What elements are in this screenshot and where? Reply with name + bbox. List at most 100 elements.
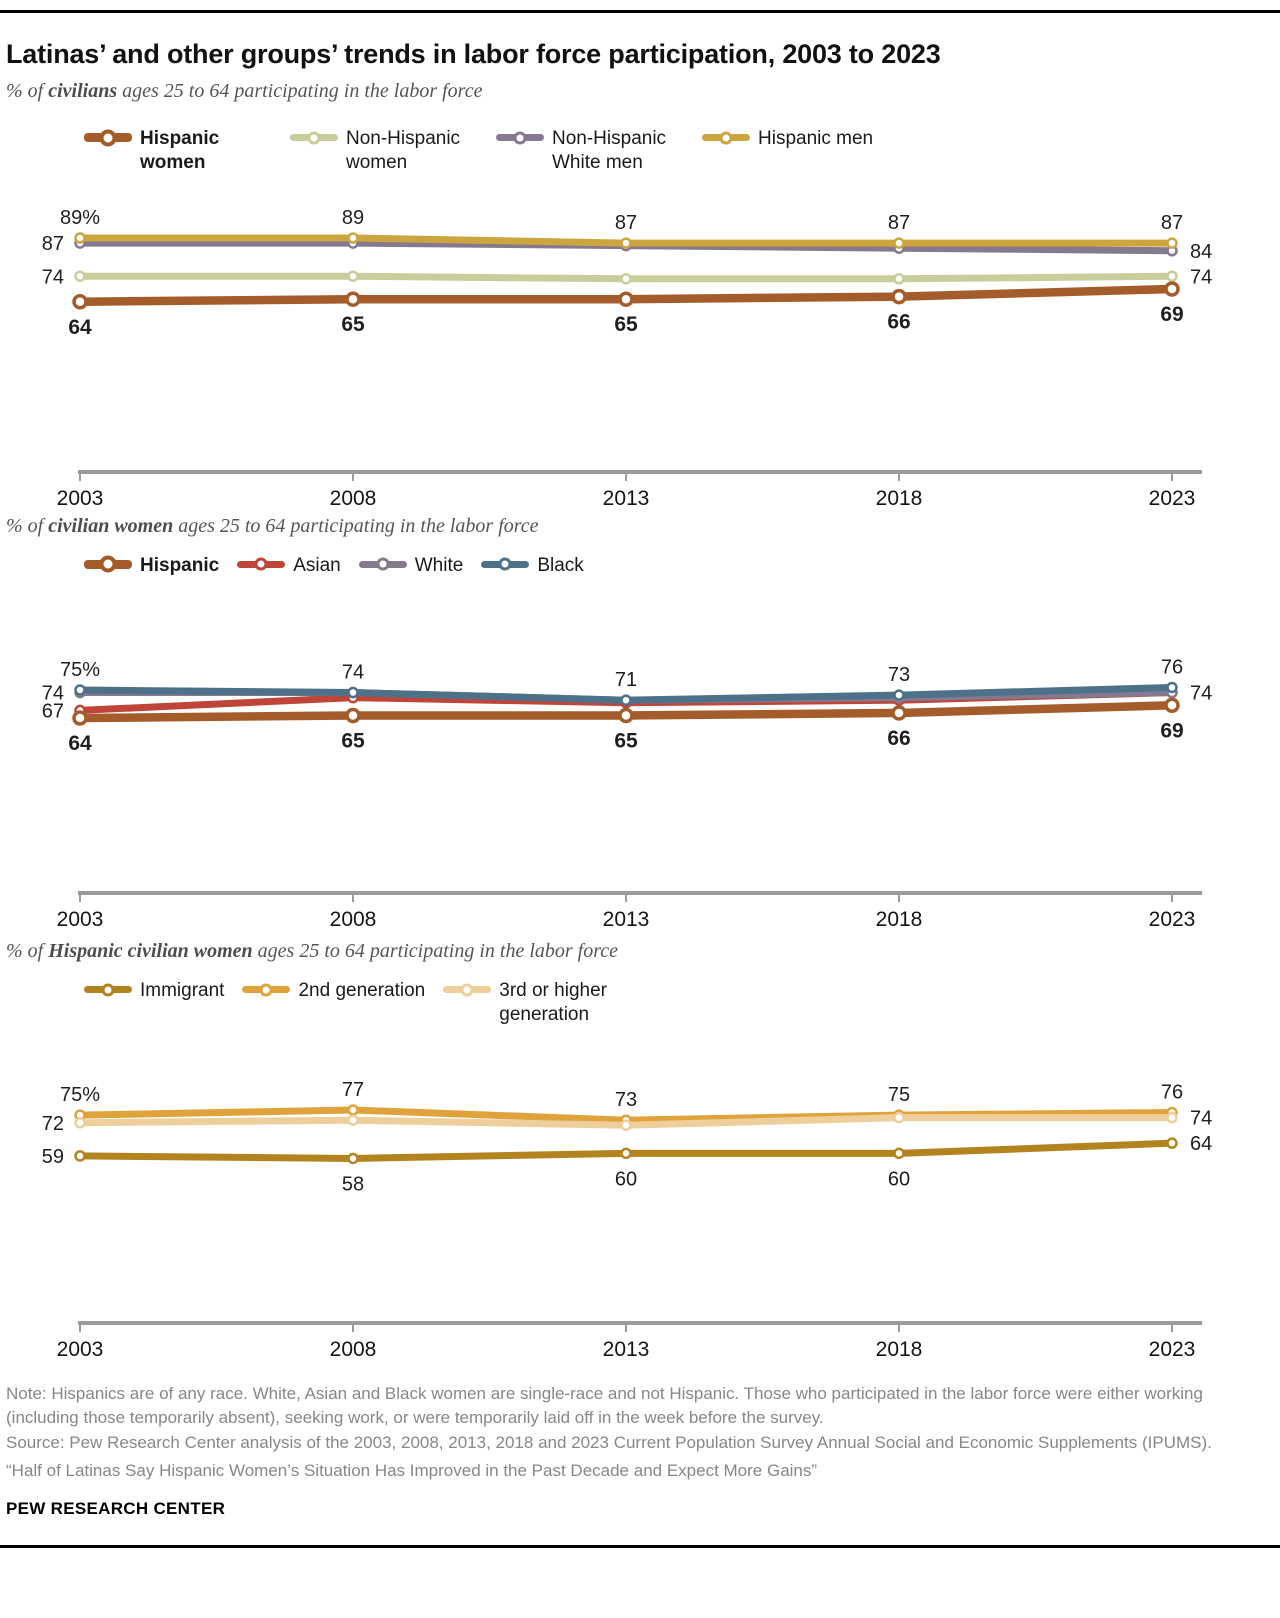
legend-dot-icon [376,557,390,571]
series-immigrant: 59 58 60 60 64 [42,1133,1213,1195]
subtitle-bold: civilians [48,80,118,103]
data-point-label: 76 [1161,1081,1183,1103]
data-point [347,1104,359,1116]
data-point-label: 65 [341,313,365,336]
data-point-label: 89 [342,207,364,229]
data-point-label: 75% [60,1084,100,1106]
legend-label: Non-Hispanic White men [552,128,667,173]
data-point [347,270,359,282]
data-point [891,288,907,304]
data-point [620,694,632,707]
data-point-label: 71 [615,669,637,691]
data-point [620,1119,632,1131]
legend-label: Hispanic [140,554,220,576]
x-tick-label: 2013 [603,487,650,510]
data-point [74,231,86,244]
data-point [347,1152,359,1164]
data-point [893,1147,905,1159]
x-tick-label: 2018 [876,908,923,931]
data-point-label: 73 [615,1089,637,1111]
legend-line-marker-icon [443,983,492,997]
x-tick-label: 2008 [330,1338,377,1361]
data-point [74,684,86,697]
page-title: Latinas’ and other groups’ trends in lab… [6,39,941,69]
data-point [74,1149,86,1162]
legend-item: Hispanic men [702,127,873,151]
x-tick-label: 2013 [603,1338,650,1361]
data-point-label: 84 [1190,240,1212,262]
legend-item: White [358,554,463,578]
data-point-label: 66 [887,310,910,333]
data-point-label: 87 [1161,212,1183,234]
legend-dot-icon [513,131,527,145]
legend-line-marker-icon [237,557,286,571]
data-point [1166,1111,1178,1124]
legend-dot-icon [307,131,321,145]
subtitle-prefix: % of [6,940,49,963]
legend-civilian-women: Hispanic Asian White Black [0,554,1280,578]
x-tick-label: 2018 [876,487,923,510]
legend-hispanic-women: Immigrant 2nd generation 3rd or higher gen… [0,979,1280,1027]
legend-dot-icon [254,557,268,571]
subtitle-suffix: ages 25 to 64 participating in the labor… [117,80,483,103]
legend-dot-icon [719,131,733,145]
legend-line-marker-icon [84,129,132,147]
data-point [1164,280,1180,297]
footer-note: Note: Hispanics are of any race. White, … [6,1383,1203,1428]
subtitle-bold: civilian women [48,514,174,537]
data-point [1166,236,1178,249]
series-hispanic-women: 64 65 65 66 69 [68,280,1184,338]
data-point [1166,1137,1178,1149]
legend-item: Hispanic [84,554,219,578]
data-point [1166,270,1178,282]
data-point [620,1147,632,1159]
data-point-label: 67 [42,701,64,723]
legend-dot-icon [460,983,474,997]
x-tick-label: 2018 [876,1338,923,1361]
subtitle-bold: Hispanic civilian women [48,940,253,963]
legend-line-marker-icon [496,131,544,145]
legend-line-marker-icon [242,983,291,997]
data-point [618,290,634,307]
data-point-label: 74 [1190,1107,1212,1129]
data-point [891,705,907,721]
legend-item: 3rd or higher generation [443,979,645,1027]
data-point [1164,697,1180,714]
data-point-label: 64 [1190,1133,1212,1155]
legend-dot-icon [101,983,115,997]
data-point-label: 73 [888,664,910,686]
subtitle-suffix: ages 25 to 64 participating in the labor… [252,940,619,963]
data-point-label: 87 [42,233,64,255]
legend-label: Non-Hispanic women [346,128,461,173]
legend-line-marker-icon [84,983,132,997]
top-rule [0,10,1280,13]
bottom-rule [0,1545,1280,1549]
x-tick-label: 2003 [57,1338,104,1361]
legend-line-marker-icon [481,557,530,571]
data-point [893,272,905,285]
series-hispanic: 64 65 65 66 69 [68,697,1184,755]
legend-dot-icon [99,555,117,573]
data-point-label: 89% [60,207,100,229]
data-point [893,236,905,249]
legend-label: 2nd generation [298,980,426,1002]
data-point-label: 74 [42,266,64,288]
data-point-label: 77 [342,1079,364,1101]
x-axis: 2003 2008 2013 2018 2023 [57,1320,1202,1361]
data-point-label: 75 [888,1084,910,1106]
legend-label: Black [537,554,584,576]
subtitle-prefix: % of [6,514,49,537]
data-point [893,689,905,702]
data-point [72,293,88,310]
data-point-label: 65 [614,313,638,336]
chart-subtitle: % of civilians ages 25 to 64 participati… [6,80,1280,103]
chart-subtitle: % of civilian women ages 25 to 64 partic… [6,515,1280,538]
legend-label: Hispanic men [758,128,874,150]
data-point [620,236,632,249]
data-point-label: 87 [615,212,637,234]
legend-dot-icon [259,983,273,997]
subtitle-suffix: ages 25 to 64 participating in the labor… [173,514,539,537]
legend-line-marker-icon [290,131,338,145]
data-point [347,231,359,244]
